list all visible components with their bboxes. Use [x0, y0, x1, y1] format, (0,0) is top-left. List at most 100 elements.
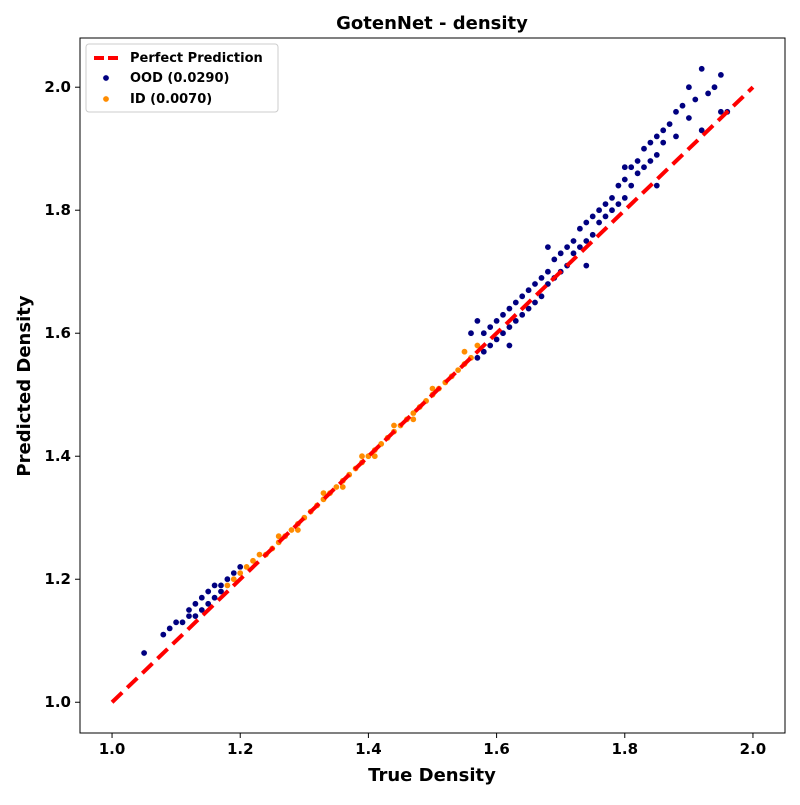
y-axis-label: Predicted Density — [14, 295, 35, 476]
data-point — [678, 102, 686, 110]
data-point — [576, 243, 584, 251]
data-point — [211, 581, 219, 589]
data-point — [172, 618, 180, 626]
data-point — [550, 255, 558, 263]
data-point — [659, 126, 667, 134]
data-point — [499, 311, 507, 319]
data-point — [236, 569, 244, 577]
y-tick-label: 1.0 — [44, 693, 71, 711]
data-point — [486, 341, 494, 349]
data-point — [640, 145, 648, 153]
legend-box — [85, 43, 279, 113]
perfect-prediction-line — [110, 85, 755, 704]
data-point — [467, 329, 475, 337]
legend-marker-swatch — [102, 74, 110, 82]
data-point — [531, 298, 539, 306]
data-point — [249, 557, 257, 565]
data-point — [185, 612, 193, 620]
data-point — [390, 421, 398, 429]
data-point — [480, 348, 488, 356]
data-point — [198, 594, 206, 602]
data-point — [672, 132, 680, 140]
data-point — [653, 182, 661, 190]
data-point — [255, 551, 263, 559]
data-point — [211, 594, 219, 602]
data-point — [621, 194, 629, 202]
data-point — [236, 563, 244, 571]
data-point — [589, 212, 597, 220]
data-point — [544, 243, 552, 251]
data-point — [454, 366, 462, 374]
data-point — [525, 286, 533, 294]
data-point — [480, 329, 488, 337]
data-point — [614, 200, 622, 208]
data-point — [646, 139, 654, 147]
data-point — [191, 612, 199, 620]
data-point — [185, 606, 193, 614]
data-point — [518, 292, 526, 300]
data-point — [294, 526, 302, 534]
data-point — [563, 243, 571, 251]
chart-title: GotenNet - density — [336, 13, 528, 34]
data-point — [595, 206, 603, 214]
data-point — [653, 151, 661, 159]
data-point — [428, 385, 436, 393]
data-point — [576, 225, 584, 233]
data-point — [230, 575, 238, 583]
data-point — [685, 114, 693, 122]
x-tick-label: 2.0 — [740, 740, 767, 758]
data-point — [698, 126, 706, 134]
data-point — [569, 249, 577, 257]
data-point — [640, 163, 648, 171]
data-point — [460, 348, 468, 356]
data-point — [582, 262, 590, 270]
data-point — [621, 163, 629, 171]
data-point — [601, 212, 609, 220]
data-point — [717, 71, 725, 79]
data-point — [634, 169, 642, 177]
y-tick-label: 1.8 — [44, 201, 71, 219]
data-point — [371, 452, 379, 460]
data-point — [589, 231, 597, 239]
data-point — [243, 563, 251, 571]
x-tick-label: 1.0 — [99, 740, 126, 758]
data-point — [627, 163, 635, 171]
data-point — [493, 335, 501, 343]
plot-area: 1.0 1.2 1.4 1.6 1.8 2.0 1.0 1.2 1.4 1.6 1.8 2.0 — [44, 37, 786, 758]
data-point — [608, 194, 616, 202]
data-point — [319, 489, 327, 497]
data-point — [191, 600, 199, 608]
data-point — [544, 268, 552, 276]
data-point — [358, 452, 366, 460]
series-id — [223, 341, 481, 589]
data-point — [685, 83, 693, 91]
data-point — [505, 323, 513, 331]
data-point — [473, 354, 481, 362]
x-tick-label: 1.2 — [227, 740, 254, 758]
data-point — [698, 65, 706, 73]
legend-label-series: OOD (0.0290) — [130, 71, 229, 86]
data-point — [608, 206, 616, 214]
data-point — [223, 575, 231, 583]
data-point — [493, 317, 501, 325]
data-point — [691, 96, 699, 104]
data-point — [140, 649, 148, 657]
data-point — [159, 631, 167, 639]
data-point — [627, 182, 635, 190]
data-point — [499, 329, 507, 337]
legend-label-series: ID (0.0070) — [130, 92, 212, 107]
x-axis-label: True Density — [368, 765, 496, 786]
data-point — [339, 483, 347, 491]
data-point — [204, 587, 212, 595]
data-point — [614, 182, 622, 190]
data-point — [621, 176, 629, 184]
data-point — [531, 280, 539, 288]
series-ood — [140, 65, 731, 657]
data-point — [275, 532, 283, 540]
data-point — [666, 120, 674, 128]
plot-frame — [79, 37, 786, 734]
data-point — [595, 219, 603, 227]
data-point — [601, 200, 609, 208]
data-point — [223, 581, 231, 589]
